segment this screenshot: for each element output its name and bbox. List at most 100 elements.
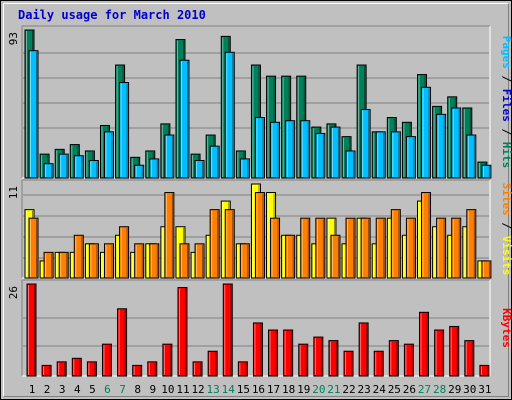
legend-separator: / xyxy=(500,122,512,142)
max-label: 11 xyxy=(7,186,20,199)
bar-files-day-16 xyxy=(254,117,265,179)
x-tick-label-day-4: 4 xyxy=(74,383,81,396)
bar-files-day-11 xyxy=(179,59,190,179)
bar-sites-day-5 xyxy=(88,243,99,279)
bar-sites-day-20 xyxy=(315,217,326,279)
bar-files-day-6 xyxy=(103,131,114,179)
x-tick-label-day-19: 19 xyxy=(297,383,310,396)
x-tick-label-day-23: 23 xyxy=(358,383,371,396)
x-tick-label-day-29: 29 xyxy=(448,383,461,396)
bar-sites-day-14 xyxy=(224,209,235,279)
chart-title: Daily usage for March 2010 xyxy=(18,8,206,22)
x-tick-label-day-5: 5 xyxy=(89,383,96,396)
bar-sites-day-21 xyxy=(330,234,341,279)
x-tick-label-day-26: 26 xyxy=(403,383,416,396)
bar-kbytes-day-18 xyxy=(283,329,294,377)
bar-files-day-5 xyxy=(88,159,99,179)
bar-files-day-7 xyxy=(119,82,130,179)
bar-sites-day-7 xyxy=(119,226,130,279)
x-tick-label-day-7: 7 xyxy=(119,383,126,396)
bar-files-day-13 xyxy=(209,145,220,179)
bar-sites-day-1 xyxy=(28,217,39,279)
x-tick-label-day-14: 14 xyxy=(222,383,236,396)
bar-files-day-27 xyxy=(421,86,432,179)
x-tick-label-day-8: 8 xyxy=(134,383,141,396)
x-tick-label-day-15: 15 xyxy=(237,383,250,396)
bar-sites-day-2 xyxy=(43,251,54,279)
bar-kbytes-day-2 xyxy=(41,364,52,377)
bar-kbytes-day-14 xyxy=(222,283,233,377)
bar-kbytes-day-4 xyxy=(71,357,82,377)
bar-sites-day-11 xyxy=(179,243,190,279)
bar-files-day-24 xyxy=(375,131,386,179)
bar-files-day-18 xyxy=(285,120,296,179)
bar-files-day-12 xyxy=(194,159,205,179)
bar-sites-day-26 xyxy=(405,217,416,279)
x-tick-label-day-9: 9 xyxy=(149,383,156,396)
bar-sites-day-25 xyxy=(390,209,401,279)
panel-1: 93 Pages / Files / Hits xyxy=(7,25,512,179)
bar-sites-day-13 xyxy=(209,209,220,279)
bar-kbytes-day-8 xyxy=(132,364,143,377)
bar-files-day-3 xyxy=(58,153,69,179)
panel-2: 11 Sites / Visits xyxy=(7,179,512,279)
bar-files-day-29 xyxy=(451,107,462,179)
x-tick-label-day-10: 10 xyxy=(161,383,174,396)
x-tick-label-day-25: 25 xyxy=(388,383,401,396)
bar-kbytes-day-26 xyxy=(403,343,414,377)
x-tick-label-day-21: 21 xyxy=(327,383,340,396)
x-tick-label-day-30: 30 xyxy=(463,383,476,396)
bar-files-day-21 xyxy=(330,126,341,179)
legend-sites: Sites xyxy=(500,183,512,216)
legend-hits: Hits xyxy=(500,142,512,169)
bar-kbytes-day-20 xyxy=(313,336,324,377)
legend-panel-3: KBytes xyxy=(500,308,512,348)
bar-sites-day-12 xyxy=(194,243,205,279)
bar-sites-day-3 xyxy=(58,251,69,279)
bar-kbytes-day-19 xyxy=(298,343,309,377)
x-tick-label-day-2: 2 xyxy=(44,383,51,396)
bar-kbytes-day-30 xyxy=(464,340,475,377)
bar-sites-day-17 xyxy=(270,217,281,279)
bar-files-day-30 xyxy=(466,134,477,179)
bar-kbytes-day-22 xyxy=(343,350,354,377)
x-tick-label-day-22: 22 xyxy=(342,383,355,396)
legend-separator: / xyxy=(500,216,512,236)
bar-kbytes-day-1 xyxy=(26,283,37,377)
bar-sites-day-30 xyxy=(466,209,477,279)
bar-kbytes-day-3 xyxy=(56,361,67,377)
bar-kbytes-day-16 xyxy=(252,322,263,377)
bar-sites-day-31 xyxy=(481,260,492,279)
bar-sites-day-23 xyxy=(360,217,371,279)
bar-sites-day-15 xyxy=(239,243,250,279)
x-tick-label-day-12: 12 xyxy=(191,383,204,396)
bar-sites-day-28 xyxy=(436,217,447,279)
bar-files-day-2 xyxy=(43,163,54,179)
x-tick-label-day-1: 1 xyxy=(29,383,36,396)
bar-kbytes-day-17 xyxy=(268,329,279,377)
bar-files-day-1 xyxy=(28,50,39,179)
legend-kbytes: KBytes xyxy=(500,308,512,348)
bar-files-day-9 xyxy=(149,158,160,179)
x-tick-label-day-31: 31 xyxy=(478,383,491,396)
bar-kbytes-day-21 xyxy=(328,340,339,377)
bar-sites-day-18 xyxy=(285,234,296,279)
x-tick-label-day-13: 13 xyxy=(207,383,220,396)
bar-kbytes-day-13 xyxy=(207,350,218,377)
bar-kbytes-day-23 xyxy=(358,322,369,377)
bar-sites-day-24 xyxy=(375,217,386,279)
bar-files-day-14 xyxy=(224,51,235,179)
bar-kbytes-day-6 xyxy=(101,343,112,377)
bar-files-day-8 xyxy=(134,164,145,179)
frame-bevel xyxy=(3,3,509,397)
x-tick-label-day-20: 20 xyxy=(312,383,325,396)
bar-sites-day-29 xyxy=(451,217,462,279)
legend-panel-2: Sites / Visits xyxy=(500,183,512,276)
legend-separator: / xyxy=(500,69,512,89)
bar-kbytes-day-15 xyxy=(237,361,248,377)
bar-kbytes-day-9 xyxy=(147,361,158,377)
x-tick-label-day-24: 24 xyxy=(373,383,387,396)
bar-kbytes-day-27 xyxy=(419,311,430,377)
bar-files-day-26 xyxy=(405,136,416,179)
bar-files-day-17 xyxy=(270,121,281,179)
